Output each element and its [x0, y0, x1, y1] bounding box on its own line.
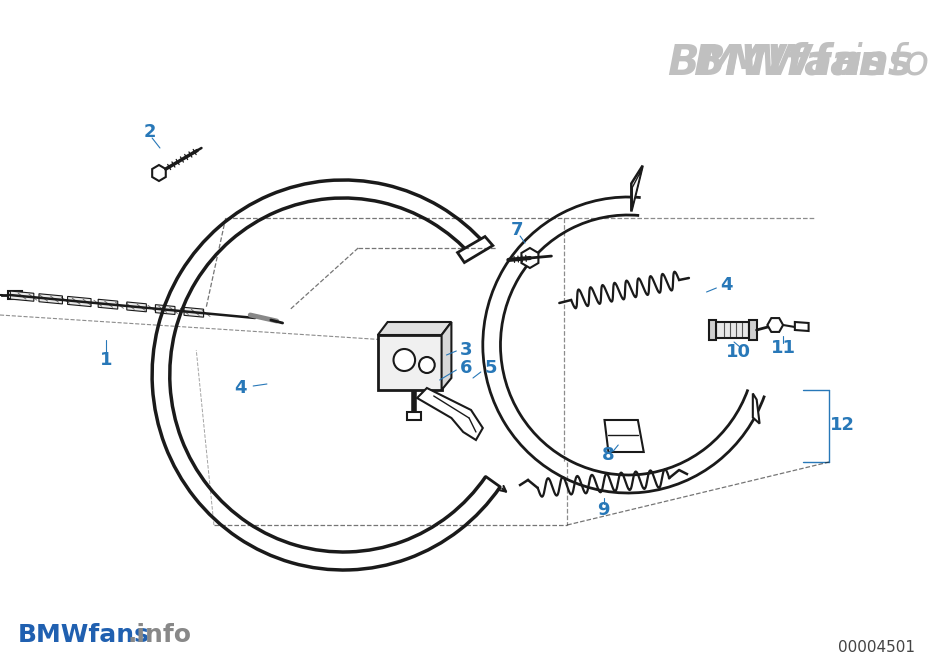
Polygon shape — [768, 318, 783, 332]
Polygon shape — [67, 297, 91, 307]
Polygon shape — [749, 320, 756, 340]
Circle shape — [419, 357, 435, 373]
Circle shape — [393, 349, 415, 371]
Polygon shape — [458, 237, 493, 263]
Polygon shape — [152, 165, 165, 181]
Polygon shape — [522, 248, 539, 268]
Text: 12: 12 — [829, 416, 854, 434]
Text: 8: 8 — [602, 446, 615, 464]
Polygon shape — [716, 322, 749, 338]
Text: 4: 4 — [720, 276, 732, 294]
Text: 6: 6 — [460, 359, 472, 377]
Polygon shape — [39, 294, 63, 304]
Polygon shape — [632, 166, 642, 211]
Polygon shape — [710, 320, 716, 340]
Text: 7: 7 — [511, 221, 523, 239]
Text: 2: 2 — [143, 123, 157, 141]
Text: 11: 11 — [770, 339, 795, 357]
Text: 4: 4 — [234, 379, 247, 397]
Text: 3: 3 — [460, 341, 472, 359]
Text: .info: .info — [127, 623, 192, 647]
Text: BMWfans: BMWfans — [693, 41, 913, 83]
Polygon shape — [156, 305, 175, 315]
Polygon shape — [378, 335, 442, 390]
Text: .info: .info — [839, 41, 930, 83]
Text: 1: 1 — [100, 351, 112, 369]
Polygon shape — [408, 412, 421, 420]
Text: 00004501: 00004501 — [838, 640, 915, 656]
Polygon shape — [633, 170, 641, 207]
Polygon shape — [417, 388, 483, 440]
Polygon shape — [184, 307, 203, 317]
Polygon shape — [442, 322, 451, 390]
Polygon shape — [752, 394, 760, 424]
Polygon shape — [378, 322, 451, 335]
Polygon shape — [10, 291, 34, 301]
Polygon shape — [8, 291, 22, 299]
Polygon shape — [795, 322, 808, 331]
Text: 10: 10 — [726, 343, 751, 361]
Text: BMWfans: BMWfans — [18, 623, 149, 647]
Polygon shape — [126, 302, 146, 312]
Polygon shape — [604, 420, 644, 452]
Text: 5: 5 — [484, 359, 497, 377]
Text: 9: 9 — [598, 501, 610, 519]
Text: BMWfans: BMWfans — [667, 41, 887, 83]
Polygon shape — [98, 299, 118, 309]
